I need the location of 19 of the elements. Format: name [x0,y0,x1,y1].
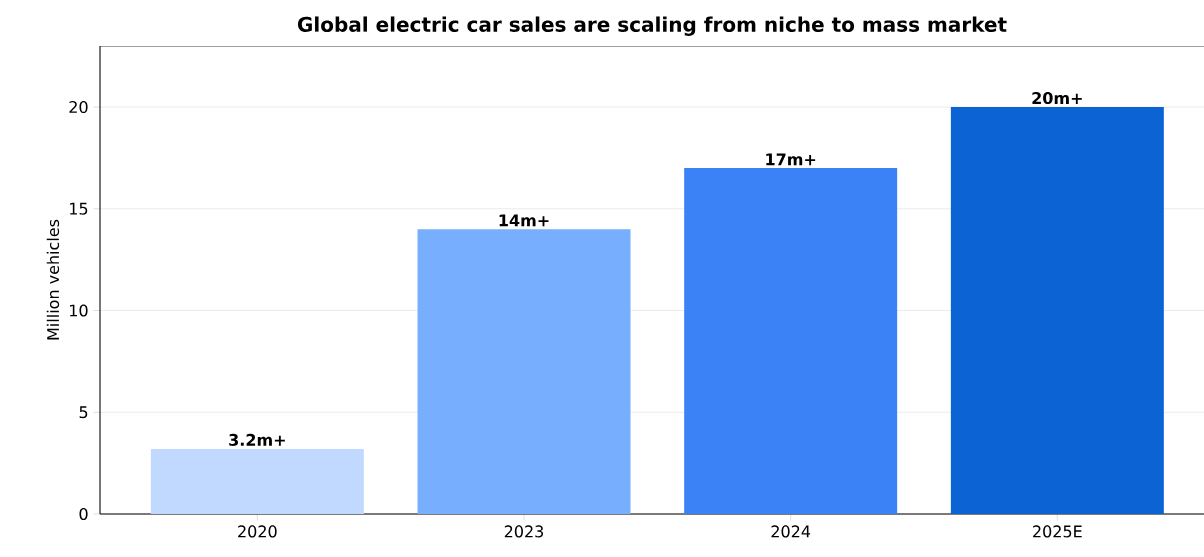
y-tick-label: 10 [70,304,88,317]
chart-title: Global electric car sales are scaling from niche to mass market [297,16,1007,36]
x-tick-label: 2020 [238,525,277,538]
y-tick-label: 5 [79,406,88,419]
y-tick-label: 0 [79,507,88,521]
x-tick-label: 2025E [1033,525,1082,538]
data-label: 14m+ [499,214,549,227]
bar [150,448,364,514]
x-tick-label: 2023 [504,525,544,538]
bar [417,229,631,514]
bar [684,168,898,514]
bar [950,107,1164,514]
data-label: 20m+ [1032,92,1082,105]
y-tick-label: 20 [69,100,88,114]
data-label: 3.2m+ [229,433,285,446]
y-axis-title: Million vehicles [46,219,60,340]
x-tick-label: 2024 [771,525,811,538]
y-tick-label: 15 [70,202,88,215]
data-label: 17m+ [766,153,816,166]
